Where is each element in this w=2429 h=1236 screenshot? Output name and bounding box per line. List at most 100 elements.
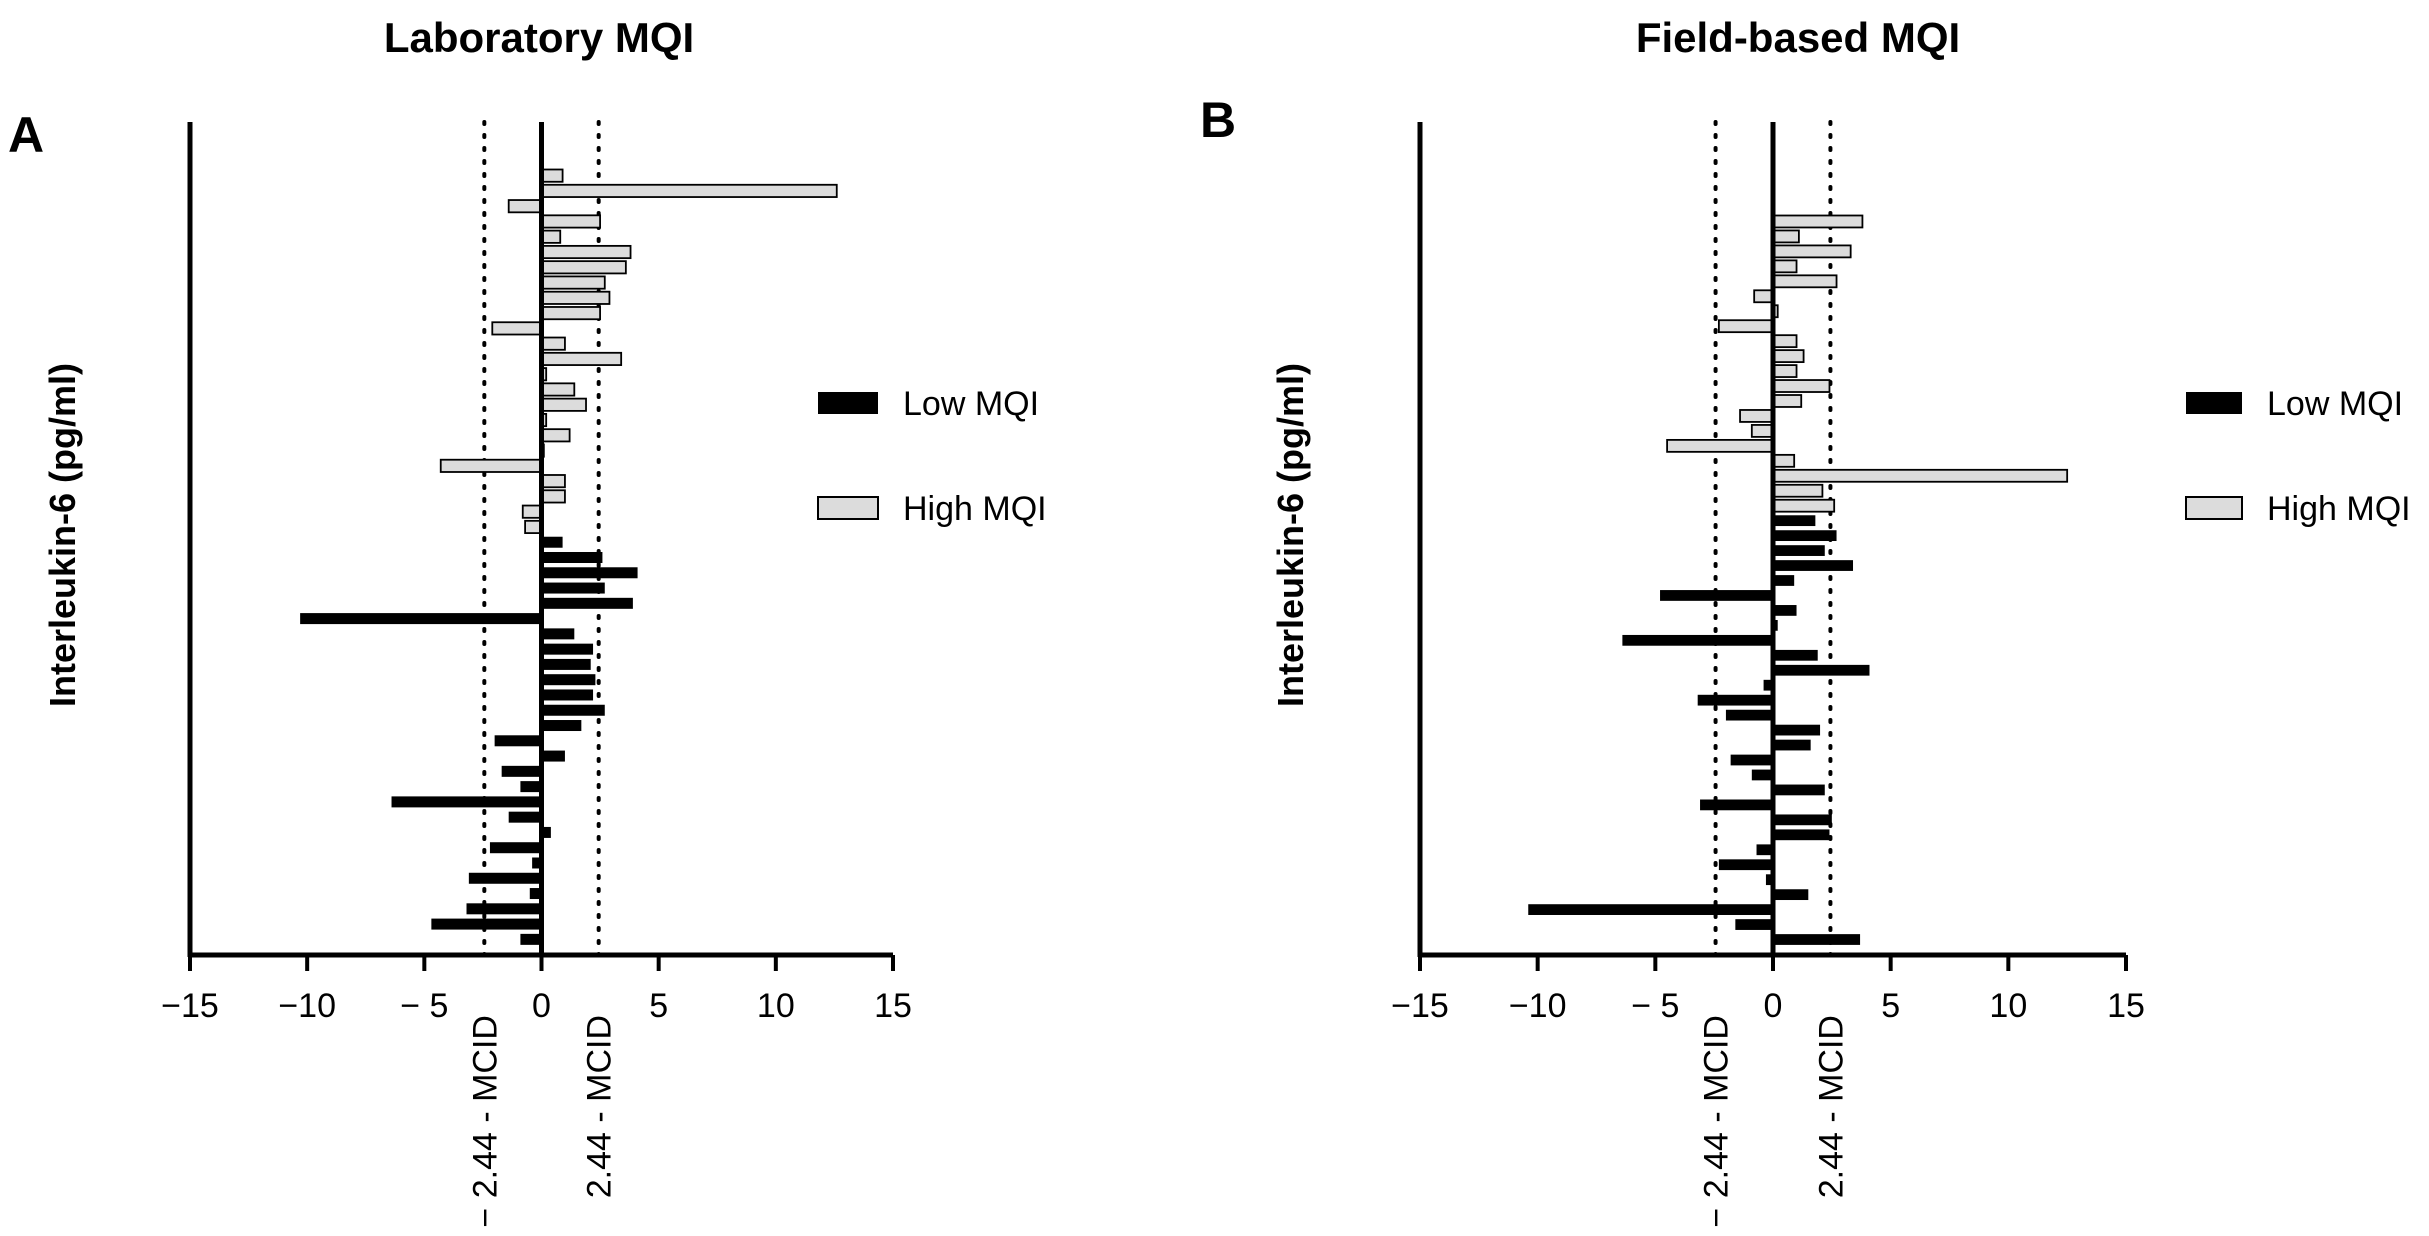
bar-low-mqi bbox=[1773, 829, 1830, 841]
bar-high-mqi bbox=[540, 474, 566, 489]
bar-low-mqi bbox=[541, 582, 605, 594]
bar-low-mqi bbox=[1756, 844, 1773, 856]
bar-low-mqi bbox=[1773, 649, 1818, 661]
bar-high-mqi bbox=[540, 229, 562, 244]
legend-label-high-mqi: High MQI bbox=[903, 490, 1047, 528]
bar-low-mqi bbox=[541, 628, 575, 640]
x-tick-label: −15 bbox=[161, 987, 219, 1025]
bar-high-mqi bbox=[1772, 468, 2069, 483]
bar-high-mqi bbox=[540, 336, 566, 351]
bar-high-mqi bbox=[1772, 214, 1864, 229]
bar-low-mqi bbox=[1773, 545, 1825, 556]
bar-low-mqi bbox=[541, 658, 591, 670]
bar-high-mqi bbox=[521, 504, 543, 519]
legend-label-low-mqi: Low MQI bbox=[903, 385, 1039, 423]
legend-swatch-low-mqi bbox=[2186, 392, 2242, 414]
bar-low-mqi bbox=[541, 704, 605, 716]
bar-high-mqi bbox=[1772, 259, 1798, 274]
chart-panel-b: Field-based MQI B Interleukin-6 (pg/ml) − 2… bbox=[1200, 14, 2411, 1228]
y-axis-label: Interleukin-6 (pg/ml) bbox=[1270, 363, 1311, 707]
bar-low-mqi bbox=[532, 857, 542, 869]
bar-low-mqi bbox=[1660, 590, 1773, 601]
bar-high-mqi bbox=[1772, 334, 1798, 349]
bar-low-mqi bbox=[1700, 799, 1773, 811]
bar-low-mqi bbox=[1730, 754, 1773, 766]
bar-low-mqi bbox=[1622, 634, 1773, 646]
bar-low-mqi bbox=[391, 796, 542, 808]
panel-label: B bbox=[1200, 92, 1236, 148]
bar-low-mqi bbox=[1773, 784, 1825, 796]
x-tick-label: −10 bbox=[1509, 987, 1567, 1025]
y-axis-label: Interleukin-6 (pg/ml) bbox=[42, 363, 83, 707]
bar-high-mqi bbox=[1772, 498, 1836, 513]
bar-low-mqi bbox=[529, 888, 542, 900]
bar-low-mqi bbox=[466, 903, 542, 915]
bar-low-mqi bbox=[541, 826, 551, 838]
bar-high-mqi bbox=[507, 199, 543, 214]
bar-high-mqi bbox=[439, 458, 543, 473]
x-tick-label: 0 bbox=[532, 987, 551, 1025]
bar-low-mqi bbox=[1735, 919, 1773, 930]
bar-high-mqi bbox=[540, 306, 601, 321]
bar-high-mqi bbox=[540, 489, 566, 504]
bar-high-mqi bbox=[1666, 438, 1774, 453]
bar-low-mqi bbox=[1773, 664, 1870, 676]
bar-high-mqi bbox=[1772, 364, 1798, 378]
bar-low-mqi bbox=[1773, 889, 1809, 901]
bar-high-mqi bbox=[1750, 424, 1774, 438]
bar-low-mqi bbox=[431, 918, 542, 930]
legend-swatch-high-mqi bbox=[817, 496, 879, 520]
legend-label-low-mqi: Low MQI bbox=[2267, 385, 2403, 423]
bar-high-mqi bbox=[540, 351, 623, 366]
bar-high-mqi bbox=[1753, 289, 1774, 304]
mcid-label-positive: 2.44 - MCID bbox=[1812, 1015, 1850, 1198]
bar-low-mqi bbox=[541, 750, 565, 762]
bar-low-mqi bbox=[300, 613, 542, 625]
mcid-label-negative: − 2.44 - MCID bbox=[1698, 1015, 1736, 1228]
bar-low-mqi bbox=[1773, 605, 1797, 616]
bar-high-mqi bbox=[540, 275, 606, 290]
bar-low-mqi bbox=[541, 674, 596, 686]
bar-low-mqi bbox=[1773, 739, 1811, 751]
bar-high-mqi bbox=[1772, 379, 1831, 393]
bar-high-mqi bbox=[540, 168, 564, 183]
bar-high-mqi bbox=[540, 290, 611, 305]
bar-high-mqi bbox=[491, 321, 543, 336]
x-tick-label: −10 bbox=[278, 987, 336, 1025]
bar-high-mqi bbox=[1772, 453, 1796, 468]
bar-high-mqi bbox=[540, 397, 587, 412]
bar-low-mqi bbox=[1773, 515, 1816, 527]
bar-low-mqi bbox=[489, 842, 542, 854]
bar-low-mqi bbox=[1773, 724, 1821, 736]
panel-label: A bbox=[8, 107, 44, 163]
bar-low-mqi bbox=[1773, 575, 1795, 586]
bar-low-mqi bbox=[1765, 874, 1773, 886]
bar-low-mqi bbox=[1773, 530, 1837, 542]
bar-low-mqi bbox=[1528, 904, 1773, 915]
bar-high-mqi bbox=[1739, 409, 1774, 423]
bar-high-mqi bbox=[540, 244, 632, 260]
bar-low-mqi bbox=[520, 781, 542, 793]
chart-title: Field-based MQI bbox=[1636, 14, 1960, 61]
bar-low-mqi bbox=[494, 735, 542, 747]
bar-high-mqi bbox=[540, 428, 571, 443]
bar-low-mqi bbox=[541, 597, 633, 609]
bar-low-mqi bbox=[501, 765, 542, 777]
x-tick-label: − 5 bbox=[400, 987, 448, 1025]
x-tick-label: 10 bbox=[757, 987, 795, 1025]
bar-low-mqi bbox=[1773, 560, 1854, 571]
bar-low-mqi bbox=[468, 872, 542, 884]
chart-panel-a: Laboratory MQI A Interleukin-6 (pg/ml) − 2.… bbox=[8, 14, 1047, 1228]
bar-high-mqi bbox=[1772, 244, 1852, 259]
bar-low-mqi bbox=[541, 643, 594, 655]
x-tick-label: − 5 bbox=[1631, 987, 1679, 1025]
mcid-label-negative: − 2.44 - MCID bbox=[466, 1015, 504, 1228]
x-tick-label: 5 bbox=[649, 987, 668, 1025]
x-tick-label: 5 bbox=[1881, 987, 1900, 1025]
bar-low-mqi bbox=[1697, 694, 1773, 706]
bar-high-mqi bbox=[540, 183, 838, 198]
bar-high-mqi bbox=[1772, 394, 1803, 408]
bar-high-mqi bbox=[540, 214, 601, 229]
bar-high-mqi bbox=[540, 260, 627, 275]
